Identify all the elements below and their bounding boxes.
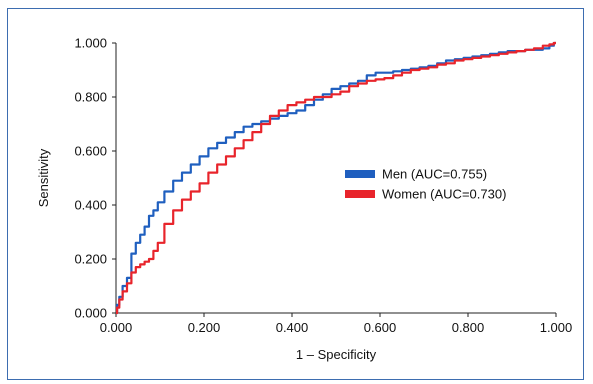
- chart-frame: [7, 8, 584, 380]
- x-tick-label: 0.000: [100, 320, 133, 335]
- x-tick-label: 0.400: [276, 320, 309, 335]
- y-tick-label: 0.000: [74, 306, 107, 321]
- y-tick-label: 0.600: [74, 144, 107, 159]
- x-tick-label: 0.600: [364, 320, 397, 335]
- x-tick-label: 0.800: [452, 320, 485, 335]
- y-axis-label: Sensitivity: [36, 148, 51, 207]
- y-tick-label: 0.200: [74, 252, 107, 267]
- x-axis-label: 1 – Specificity: [296, 347, 377, 362]
- x-tick-label: 1.000: [540, 320, 573, 335]
- y-tick-label: 0.800: [74, 90, 107, 105]
- legend-swatch-women: [345, 190, 375, 198]
- y-tick-label: 0.400: [74, 198, 107, 213]
- legend-label-men: Men (AUC=0.755): [382, 167, 487, 182]
- legend-label-women: Women (AUC=0.730): [382, 187, 506, 202]
- series-line-women: [116, 41, 556, 315]
- x-tick-label: 0.200: [188, 320, 221, 335]
- legend-swatch-men: [345, 170, 375, 178]
- series-line-men: [116, 41, 556, 315]
- y-tick-label: 1.000: [74, 36, 107, 51]
